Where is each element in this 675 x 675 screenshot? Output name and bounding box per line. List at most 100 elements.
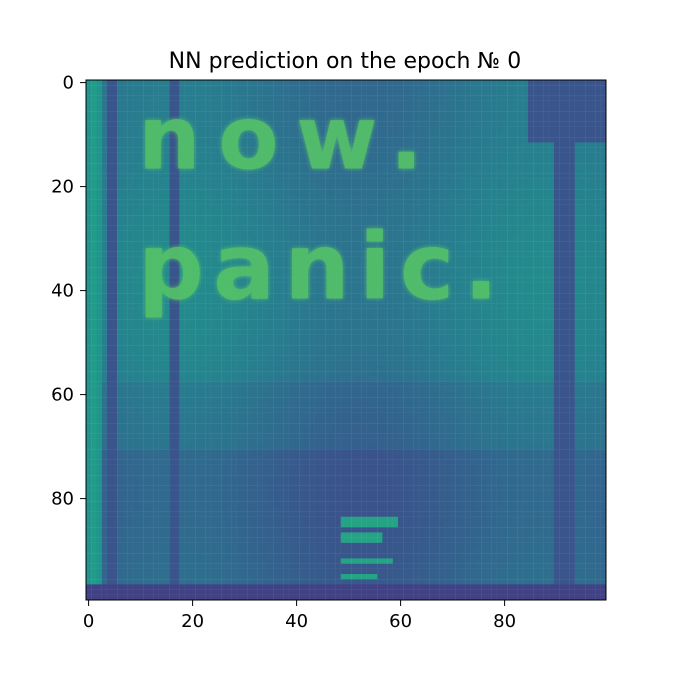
heatmap-cell	[512, 329, 518, 335]
heatmap-cell	[476, 189, 482, 195]
heatmap-cell	[533, 282, 539, 289]
heatmap-cell	[590, 142, 596, 148]
heatmap-cell	[158, 121, 165, 127]
heatmap-cell	[486, 194, 492, 200]
heatmap-cell	[507, 85, 513, 91]
heatmap-cell	[403, 267, 409, 273]
heatmap-cell	[398, 106, 404, 112]
heatmap-cell	[304, 95, 310, 101]
heatmap-cell	[216, 251, 222, 257]
heatmap-cell	[481, 215, 487, 221]
heatmap-cell	[559, 168, 565, 174]
heatmap-cell	[86, 334, 92, 341]
heatmap-cell	[460, 199, 466, 205]
heatmap-cell	[403, 246, 409, 252]
heatmap-cell	[138, 184, 144, 190]
heatmap-cell	[257, 163, 263, 169]
heatmap-cell	[96, 293, 102, 299]
heatmap-cell	[392, 272, 399, 278]
heatmap-cell	[496, 189, 503, 195]
heatmap-cell	[226, 163, 232, 169]
heatmap-cell	[205, 132, 211, 138]
heatmap-cell	[106, 90, 113, 96]
heatmap-cell	[470, 282, 477, 289]
heatmap-cell	[153, 168, 159, 174]
heatmap-cell	[314, 116, 321, 122]
heatmap-cell	[330, 184, 336, 190]
heatmap-cell	[533, 303, 539, 309]
heatmap-cell	[559, 314, 565, 320]
heatmap-cell	[413, 319, 419, 325]
heatmap-cell	[236, 329, 243, 335]
heatmap-cell	[138, 106, 144, 112]
heatmap-cell	[517, 251, 523, 257]
heatmap-cell	[309, 95, 315, 101]
heatmap-cell	[200, 282, 206, 289]
heatmap-cell	[351, 132, 357, 138]
heatmap-cell	[590, 267, 596, 273]
heatmap-cell	[288, 241, 295, 247]
heatmap-cell	[564, 282, 570, 289]
heatmap-cell	[200, 220, 206, 226]
heatmap-cell	[190, 132, 196, 138]
heatmap-cell	[548, 251, 555, 257]
heatmap-cell	[101, 277, 107, 283]
heatmap-cell	[387, 106, 393, 112]
heatmap-cell	[101, 184, 107, 190]
heatmap-cell	[231, 314, 237, 320]
heatmap-cell	[538, 262, 544, 268]
heatmap-cell	[153, 184, 159, 190]
heatmap-cell	[377, 329, 383, 335]
heatmap-cell	[585, 80, 591, 86]
heatmap-cell	[86, 272, 92, 278]
heatmap-cell	[470, 173, 477, 179]
heatmap-cell	[86, 262, 92, 268]
heatmap-cell	[283, 199, 289, 205]
heatmap-cell	[372, 163, 378, 169]
heatmap-cell	[496, 220, 503, 226]
heatmap-cell	[496, 173, 503, 179]
heatmap-cell	[382, 85, 388, 91]
heatmap-cell	[210, 314, 217, 320]
heatmap-cell	[444, 298, 451, 304]
heatmap-cell	[496, 293, 503, 299]
heatmap-cell	[138, 225, 144, 231]
heatmap-cell	[106, 277, 113, 283]
heatmap-cell	[538, 277, 544, 283]
heatmap-cell	[460, 126, 466, 133]
heatmap-cell	[195, 329, 201, 335]
heatmap-cell	[309, 324, 315, 330]
heatmap-cell	[538, 319, 544, 325]
heatmap-cell	[554, 303, 560, 309]
heatmap-cell	[377, 85, 383, 91]
heatmap-cell	[112, 95, 118, 101]
heatmap-cell	[481, 126, 487, 133]
heatmap-cell	[101, 100, 107, 107]
heatmap-cell	[470, 132, 477, 138]
heatmap-cell	[543, 142, 549, 148]
heatmap-cell	[356, 111, 362, 117]
heatmap-cell	[122, 272, 128, 278]
heatmap-cell	[174, 95, 180, 101]
heatmap-cell	[96, 272, 102, 278]
heatmap-cell	[382, 147, 388, 153]
heatmap-cell	[398, 116, 404, 122]
heatmap-cell	[548, 303, 555, 309]
heatmap-cell	[574, 178, 581, 185]
heatmap-cell	[600, 241, 607, 247]
heatmap-cell	[299, 116, 305, 122]
heatmap-cell	[262, 106, 269, 112]
heatmap-cell	[278, 194, 284, 200]
heatmap-cell	[304, 189, 310, 195]
heatmap-cell	[502, 137, 508, 143]
heatmap-cell	[106, 163, 113, 169]
heatmap-cell	[205, 152, 211, 159]
heatmap-cell	[205, 293, 211, 299]
heatmap-cell	[533, 230, 539, 237]
heatmap-cell	[242, 90, 248, 96]
heatmap-cell	[580, 272, 586, 278]
heatmap-cell	[148, 204, 154, 211]
heatmap-cell	[96, 314, 102, 320]
heatmap-cell	[533, 95, 539, 101]
heatmap-cell	[195, 256, 201, 263]
